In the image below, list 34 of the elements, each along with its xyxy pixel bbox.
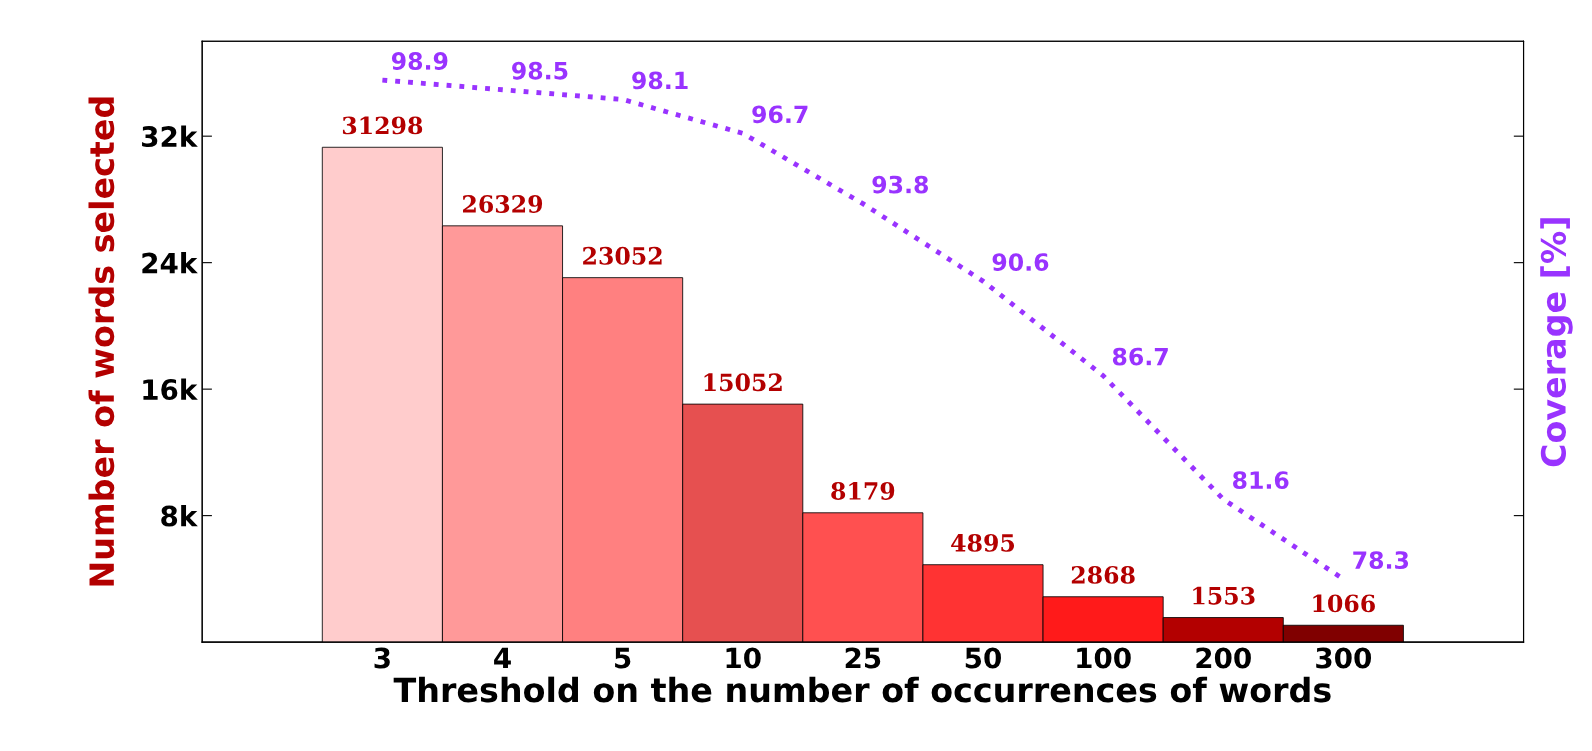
data-label: 98.9 — [391, 52, 448, 70]
data-label: 4895 — [951, 533, 1015, 552]
y-tick-label: 8k — [161, 505, 198, 527]
x-tick-label: 4 — [494, 647, 511, 669]
data-label: 96.7 — [752, 105, 808, 124]
y2-axis-title: Coverage [%] — [1540, 218, 1573, 467]
x-tick-label: 200 — [1196, 647, 1251, 669]
data-label: 90.6 — [992, 253, 1049, 272]
y-axis-title: Number of words selected — [88, 97, 115, 586]
data-label: 93.8 — [872, 175, 928, 194]
x-tick-label: 5 — [615, 647, 631, 669]
y-tick-label: 32k — [142, 125, 198, 148]
data-label: 15052 — [704, 373, 782, 392]
x-tick-label: 3 — [374, 647, 390, 669]
data-label: 2868 — [1071, 565, 1135, 584]
x-tick-label: 300 — [1316, 647, 1372, 669]
x-tick-label: 100 — [1077, 647, 1131, 669]
data-label: 1553 — [1193, 586, 1255, 605]
data-label: 98.1 — [632, 71, 688, 90]
data-label: 78.3 — [1353, 551, 1409, 569]
data-label: 26329 — [463, 195, 543, 213]
data-label: 98.5 — [512, 61, 568, 80]
data-label: 23052 — [583, 246, 662, 265]
x-tick-label: 25 — [845, 647, 881, 669]
data-label: 1066 — [1313, 594, 1375, 613]
data-label: 8179 — [831, 482, 895, 500]
data-label: 31298 — [342, 116, 423, 135]
data-label: 81.6 — [1233, 471, 1289, 490]
data-label: 86.7 — [1112, 347, 1168, 366]
x-axis-title: Threshold on the number of occurrences of words — [393, 676, 1331, 703]
y-tick-label: 24k — [142, 252, 198, 274]
x-tick-label: 50 — [965, 647, 1001, 669]
y-tick-label: 16k — [143, 378, 198, 401]
x-tick-label: 10 — [726, 647, 761, 669]
